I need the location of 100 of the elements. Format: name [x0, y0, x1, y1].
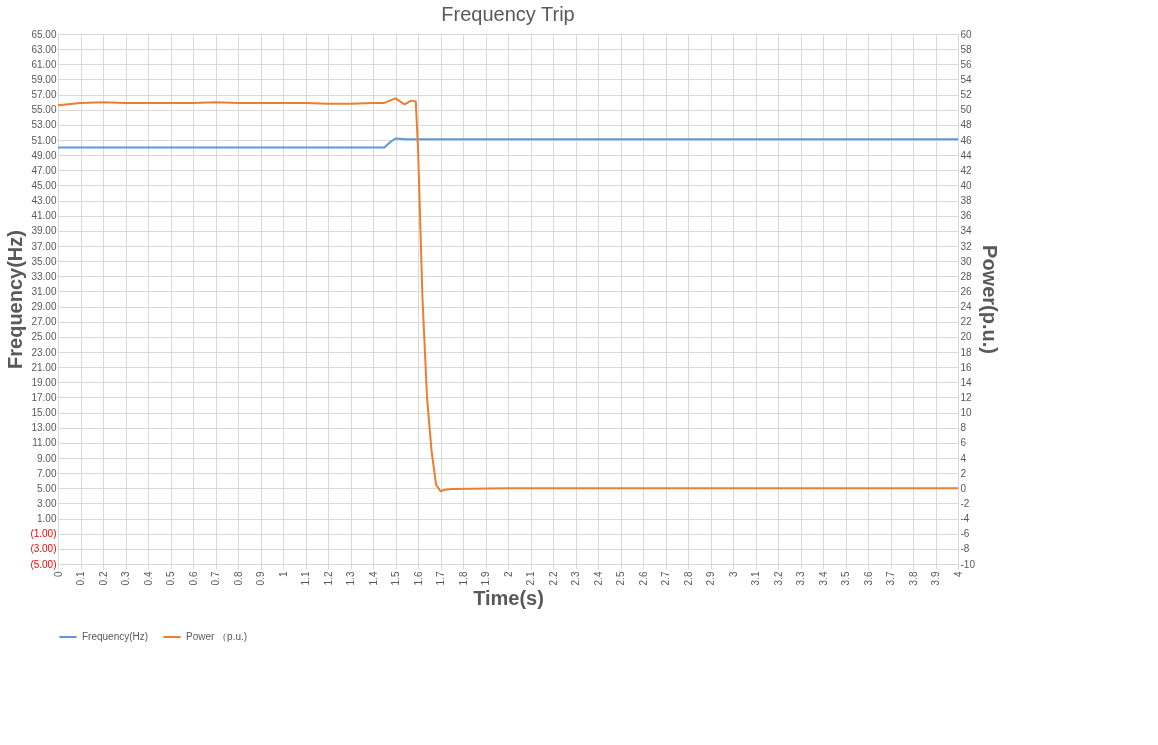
- x-tick-label: 1.8: [457, 571, 469, 586]
- y2-tick-label: 24: [960, 301, 973, 313]
- x-tick-label: 1: [277, 571, 289, 578]
- x-tick-label: 1.9: [480, 571, 491, 586]
- x-tick-label: 2: [502, 571, 514, 578]
- y-tick-label: 51.00: [31, 134, 57, 146]
- x-tick-label: 2.4: [592, 571, 604, 586]
- x-tick-label: 0: [52, 571, 64, 578]
- y-tick-label: 57.00: [31, 89, 57, 101]
- x-tick-label: 3.6: [862, 571, 874, 586]
- y2-tick-label: 46: [960, 134, 973, 146]
- chart-title: Frequency Trip: [441, 3, 575, 25]
- y-tick-label: 45.00: [31, 179, 57, 191]
- y2-tick-label: 18: [960, 346, 973, 358]
- y-tick-label: 39.00: [31, 225, 57, 237]
- y2-tick-label: 40: [960, 179, 973, 191]
- x-tick-label: 2.8: [682, 571, 694, 586]
- y2-tick-label: 38: [960, 195, 973, 207]
- y-tick-label: 3.00: [37, 497, 57, 509]
- x-tick-label: 1.2: [322, 571, 334, 586]
- legend-label: Power （p.u.): [186, 631, 248, 642]
- x-tick-label: 0.2: [97, 571, 109, 586]
- x-tick-label: 0.1: [75, 571, 86, 586]
- y2-tick-label: 12: [960, 391, 973, 403]
- x-tick-label: 2.5: [615, 571, 626, 586]
- y2-tick-label: 44: [960, 149, 973, 161]
- y-tick-label: (3.00): [30, 543, 57, 555]
- x-tick-label: 2.1: [525, 571, 536, 586]
- y-tick-label: 31.00: [31, 285, 57, 297]
- y-tick-label: 7.00: [37, 467, 57, 479]
- x-tick-label: 1.3: [345, 571, 356, 586]
- x-tick-label: 2.3: [570, 571, 581, 586]
- y-tick-label: 49.00: [31, 149, 57, 161]
- line-series: [57, 137, 959, 149]
- x-tick-label: 3.4: [817, 571, 829, 586]
- y-tick-label: 13.00: [31, 422, 57, 434]
- x-tick-label: 1.4: [367, 571, 379, 586]
- x-tick-label: 0.5: [165, 571, 176, 586]
- legend-label: Frequency(Hz): [82, 631, 149, 642]
- y-tick-label: 55.00: [31, 104, 57, 116]
- y-tick-label: 19.00: [31, 376, 57, 388]
- x-tick-label: 3: [727, 571, 739, 578]
- y-tick-label: 17.00: [31, 391, 57, 403]
- y-tick-label: 53.00: [31, 119, 57, 131]
- y-tick-label: 15.00: [31, 407, 57, 419]
- x-tick-label: 2.2: [547, 571, 559, 586]
- y2-tick-label: -4: [960, 513, 970, 525]
- y2-tick-label: 48: [960, 119, 973, 131]
- y-tick-label: 29.00: [31, 301, 57, 313]
- y-tick-label: (1.00): [30, 528, 57, 540]
- y2-tick-label: 36: [960, 210, 973, 222]
- y-tick-label: 5.00: [37, 482, 57, 494]
- y-tick-label: 9.00: [37, 452, 57, 464]
- y-tick-label: 35.00: [31, 255, 57, 267]
- y2-tick-label: 52: [960, 89, 973, 101]
- y2-tick-label: 20: [960, 331, 973, 343]
- x-tick-label: 3.5: [840, 571, 851, 586]
- x-tick-label: 3.2: [772, 571, 784, 586]
- y2-tick-label: -6: [960, 528, 970, 540]
- y2-tick-label: 0: [960, 482, 967, 494]
- y-tick-label: 11.00: [32, 437, 57, 449]
- y-tick-label: 59.00: [31, 73, 57, 85]
- x-tick-label: 2.9: [705, 571, 716, 586]
- y-tick-label: 25.00: [31, 331, 57, 343]
- y2-tick-label: -10: [960, 558, 976, 570]
- y-tick-label: 23.00: [31, 346, 57, 358]
- y2-tick-label: 28: [960, 270, 973, 282]
- x-tick-label: 0.6: [187, 571, 199, 586]
- y2-tick-label: 58: [960, 43, 973, 55]
- x-tick-label: 0.9: [255, 571, 266, 586]
- y2-tick-label: 54: [960, 73, 973, 85]
- x-tick-label: 0.7: [210, 571, 221, 586]
- x-tick-label: 1.6: [412, 571, 424, 586]
- y-tick-label: 61.00: [31, 58, 57, 70]
- x-axis-title: Time(s): [473, 587, 544, 610]
- x-tick-label: 0.3: [120, 571, 131, 586]
- x-tick-label: 3.8: [907, 571, 919, 586]
- y2-tick-label: 26: [960, 285, 973, 297]
- y-tick-label: 47.00: [31, 164, 57, 176]
- x-tick-label: 1.5: [390, 571, 401, 586]
- x-tick-label: 0.4: [142, 571, 154, 586]
- y2-tick-label: 56: [960, 58, 973, 70]
- y2-tick-label: 22: [960, 316, 973, 328]
- y2-tick-label: 16: [960, 361, 973, 373]
- y-tick-label: 63.00: [31, 43, 57, 55]
- x-tick-label: 0.8: [232, 571, 244, 586]
- x-tick-label: 1.1: [300, 571, 311, 586]
- y-tick-label: 21.00: [31, 361, 57, 373]
- y2-axis-title: Power(p.u.): [978, 245, 1001, 354]
- y2-tick-label: -8: [960, 543, 970, 555]
- y2-tick-label: -2: [960, 497, 970, 509]
- y2-tick-label: 30: [960, 255, 973, 267]
- line-series: [57, 97, 959, 493]
- y2-tick-label: 32: [960, 240, 973, 252]
- y-tick-label: 43.00: [31, 195, 57, 207]
- y2-tick-label: 42: [960, 164, 973, 176]
- x-tick-label: 2.7: [660, 571, 671, 586]
- y-tick-label: 37.00: [31, 240, 57, 252]
- x-tick-label: 2.6: [637, 571, 649, 586]
- y2-tick-label: 10: [960, 407, 973, 419]
